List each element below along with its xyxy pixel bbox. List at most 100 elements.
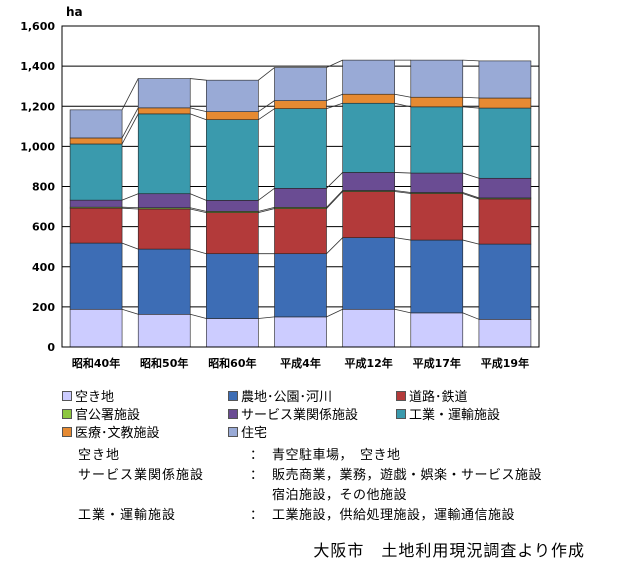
bar-segment — [274, 108, 327, 189]
x-tick-label: 平成4年 — [280, 356, 321, 370]
bar-segment — [206, 200, 259, 212]
connector-line — [394, 102, 411, 108]
note-description: 工業施設，供給処理施設，運輸通信施設 — [272, 508, 516, 523]
legend-label: 農地･公園･河川 — [241, 390, 333, 405]
connector-line — [462, 239, 480, 245]
bar-segment — [342, 237, 395, 310]
bar-segment — [137, 113, 191, 195]
bar-segment — [274, 100, 327, 109]
connector-line — [122, 206, 139, 209]
bar-segments — [69, 59, 532, 348]
bar-segment — [410, 59, 464, 98]
bar-segment — [137, 78, 191, 109]
note-term: 空き地 — [78, 448, 121, 463]
y-tick-label: 1,400 — [20, 60, 55, 73]
bar-segment — [274, 208, 327, 255]
note-colon: ： — [250, 448, 264, 463]
legend-item: 工業・運輸施設 — [396, 404, 500, 423]
legend-item: サービス業関係施設 — [228, 404, 358, 423]
bar-segment — [410, 312, 464, 348]
connector-line — [121, 113, 139, 145]
connector-line — [462, 172, 480, 179]
note-description: 販売商業，業務，遊戯・娯楽・サービス施設 — [272, 468, 543, 483]
bar-segment — [274, 67, 327, 101]
connector-line — [326, 59, 343, 68]
bar-segment — [69, 199, 123, 208]
bar-segment — [478, 243, 532, 320]
connector-line — [190, 208, 207, 213]
connector-line — [326, 237, 343, 254]
legend-swatch — [228, 390, 238, 401]
bar-segment — [206, 79, 259, 112]
y-tick-label: 1,000 — [20, 140, 55, 153]
connector-line — [462, 59, 479, 62]
bar-segment — [410, 96, 464, 108]
series-connector-lines — [121, 59, 480, 320]
connector-line — [394, 172, 411, 174]
legend-label: 空き地 — [75, 390, 115, 405]
y-tick-label: 1,600 — [20, 20, 55, 33]
bar-segment — [206, 318, 259, 348]
legend-swatch — [62, 408, 72, 419]
bar-segment — [69, 109, 123, 139]
stacked-bar-chart: ha 0 200 400 600 800 1,000 1,200 1,400 1,600 昭和4… — [20, 5, 540, 370]
note-term: 工業・運輸施設 — [78, 508, 177, 523]
connector-line — [326, 308, 343, 318]
bar-segment — [342, 59, 395, 95]
bar-segment — [206, 253, 259, 319]
note-description: 青空駐車場， 空き地 — [272, 448, 401, 463]
plot-area-border — [61, 25, 540, 348]
y-tick-label: 0 — [47, 341, 55, 354]
connector-line — [190, 107, 207, 113]
source-note: 大阪市 土地利用現況調査より作成 — [313, 541, 585, 560]
connector-line — [258, 316, 275, 319]
connector-line — [258, 206, 275, 212]
connector-line — [190, 113, 207, 121]
connector-line — [326, 93, 343, 102]
connector-line — [121, 107, 139, 139]
legend-swatch — [396, 408, 406, 419]
bar-segment — [274, 316, 327, 348]
bar-segment — [69, 308, 123, 348]
connector-line — [190, 248, 207, 255]
legend-item: 医療･文教施設 — [62, 422, 160, 441]
connector-line — [258, 100, 275, 112]
note-term: サービス業関係施設 — [78, 468, 205, 483]
x-tick-label: 昭和40年 — [72, 356, 120, 370]
legend-swatch — [228, 408, 238, 419]
connector-line — [121, 78, 139, 111]
connector-line — [326, 172, 343, 189]
connector-line — [326, 190, 343, 208]
legend-swatch — [62, 390, 72, 401]
bar-segment — [410, 239, 464, 314]
connector-line — [394, 237, 411, 241]
connector-line — [394, 308, 411, 314]
connector-line — [258, 208, 275, 213]
legend-label: サービス業関係施設 — [241, 408, 359, 423]
connector-line — [394, 93, 411, 98]
note-colon: ： — [250, 508, 264, 523]
connector-line — [462, 193, 480, 200]
note-description: 宿泊施設，その他施設 — [272, 488, 408, 503]
connector-line — [462, 192, 480, 199]
y-tick-label: 600 — [32, 221, 55, 234]
bar-segment — [137, 208, 191, 250]
bar-segment — [478, 97, 532, 109]
x-tick-label: 昭和50年 — [140, 356, 188, 370]
bar-segment — [342, 93, 395, 104]
connector-line — [121, 308, 139, 315]
bar-segment — [410, 106, 464, 174]
connector-line — [190, 207, 207, 212]
legend-label: 工業・運輸施設 — [409, 408, 501, 423]
bar-segment — [137, 107, 191, 115]
legend-item: 住宅 — [228, 422, 267, 441]
bar-segment — [206, 111, 259, 120]
bar-segment — [137, 313, 191, 348]
y-tick-label: 200 — [32, 301, 55, 314]
bar-segment — [410, 172, 464, 193]
bar-segment — [69, 242, 123, 310]
legend-item: 空き地 — [62, 386, 114, 405]
bar-segment — [69, 207, 123, 244]
connector-line — [394, 191, 411, 194]
x-tick-label: 平成19年 — [481, 356, 529, 370]
